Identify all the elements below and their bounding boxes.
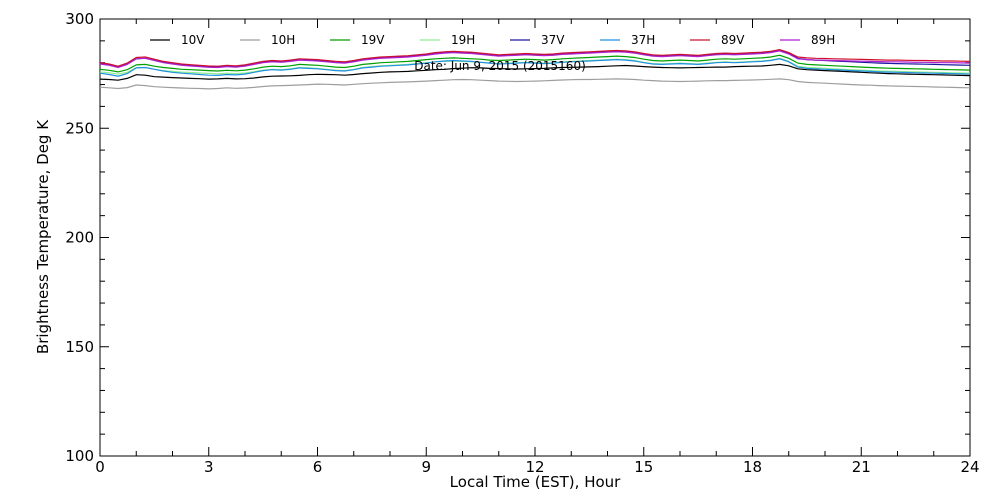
series-lines (99, 48, 971, 90)
x-tick-label: 21 (852, 458, 871, 476)
legend-label-89h: 89H (811, 33, 835, 47)
legend-label-37h: 37H (631, 33, 655, 47)
legend-label-10v: 10V (181, 33, 205, 47)
y-tick-label: 200 (65, 229, 94, 247)
x-tick-label: 12 (525, 458, 544, 476)
x-axis: 0 3 6 9 12 15 18 21 24 (95, 19, 980, 476)
x-tick-label: 15 (634, 458, 653, 476)
y-axis-title: Brightness Temperature, Deg K (34, 119, 52, 354)
x-tick-label: 9 (421, 458, 431, 476)
x-tick-label: 24 (960, 458, 979, 476)
series-line-89h (99, 50, 971, 69)
plot-frame (99, 18, 971, 457)
legend-label-19h: 19H (451, 33, 475, 47)
legend-label-10h: 10H (271, 33, 295, 47)
series-line-19v (99, 54, 971, 73)
x-axis-title: Local Time (EST), Hour (450, 473, 621, 491)
series-line-89v (99, 48, 971, 67)
series-line-37h (99, 58, 971, 77)
x-tick-label: 6 (313, 458, 323, 476)
legend-label-37v: 37V (541, 33, 565, 47)
series-line-10v (99, 63, 971, 81)
series-line-10h (99, 78, 971, 90)
x-tick-label: 3 (204, 458, 214, 476)
y-tick-label: 100 (65, 447, 94, 465)
x-tick-label: 0 (95, 458, 105, 476)
legend-label-89v: 89V (721, 33, 745, 47)
x-tick-label: 18 (743, 458, 762, 476)
legend-label-19v: 19V (361, 33, 385, 47)
legend: 10V 10H 19V 19H 37V 37H 89V 89H (150, 33, 835, 47)
y-tick-label: 250 (65, 119, 94, 137)
y-tick-label: 300 (65, 10, 94, 28)
y-tick-label: 150 (65, 338, 94, 356)
y-axis: 100 150 200 250 300 (65, 10, 970, 465)
date-annotation: Date: Jun 9, 2015 (2015160) (414, 59, 586, 73)
